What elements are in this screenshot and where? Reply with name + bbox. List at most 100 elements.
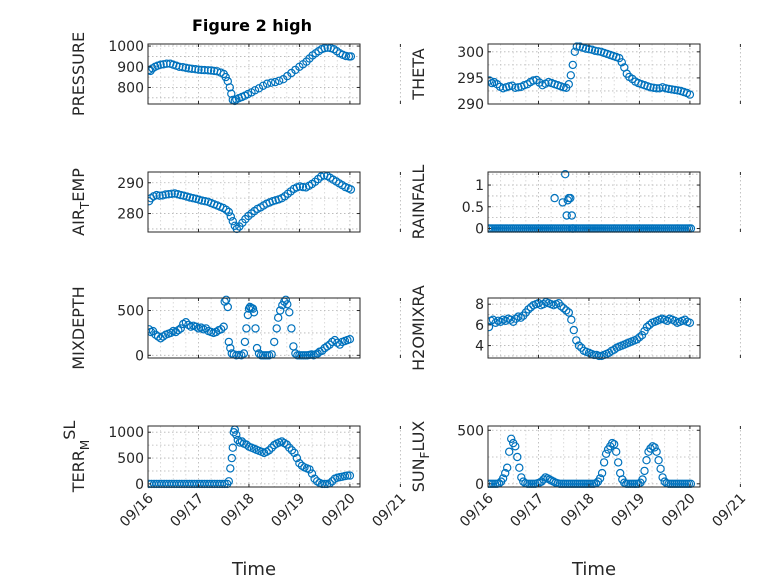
data-point (505, 447, 514, 456)
data-point (275, 76, 284, 86)
data-point (224, 477, 233, 486)
data-point (152, 190, 161, 200)
data-point (559, 304, 568, 313)
data-point (597, 468, 607, 478)
axes-frame (487, 43, 701, 105)
data-point (181, 318, 191, 327)
y-tick-label: 290 (457, 97, 484, 113)
data-point (601, 449, 611, 458)
data-point (341, 51, 351, 61)
data-point (227, 453, 236, 463)
data-point (178, 62, 187, 72)
data-point (305, 465, 314, 474)
data-point (513, 452, 522, 462)
data-point (248, 304, 258, 313)
y-tick-label: 4 (475, 339, 484, 355)
data-point (262, 79, 272, 88)
y-tick-label: 0.5 (462, 200, 484, 216)
panel-h2omixra: 4 6 8 H2OMIXRA (409, 285, 741, 371)
y-tick-label: 300 (457, 45, 484, 61)
data-point (564, 79, 574, 89)
data-point (515, 463, 524, 472)
data-point (287, 324, 296, 333)
data-point (258, 81, 268, 91)
data-point (654, 456, 663, 465)
data-point (203, 66, 213, 75)
grid (147, 172, 401, 232)
data-point (254, 84, 264, 93)
data-point (226, 212, 235, 221)
data-point (194, 65, 203, 74)
data-point (206, 66, 216, 75)
data-point (330, 335, 339, 345)
figure-title: Figure 2 high (192, 16, 312, 35)
data-point (516, 313, 526, 322)
data-point (343, 471, 352, 480)
data-point (164, 189, 173, 199)
data-point (226, 343, 235, 353)
data-point (249, 308, 259, 317)
data-point (155, 191, 164, 200)
x-tick-label: 09/19 (608, 491, 648, 531)
data-point (506, 315, 515, 324)
data-point (524, 305, 533, 314)
grid (147, 426, 401, 487)
data-point (264, 446, 274, 455)
y-tick-label: 290 (117, 176, 144, 192)
data-point (153, 332, 163, 341)
y-tick-label: 8 (475, 297, 484, 313)
y-axis-label: PRESSURE (69, 32, 88, 116)
panel-sun-flux: 0 500 09/16 09/17 09/18 09/19 09/20 09/21 Time SU… (409, 421, 749, 580)
data-point (196, 323, 206, 332)
data-point (496, 317, 505, 326)
data-point (325, 340, 334, 349)
panel-theta: 290 295 300 THETA (409, 42, 741, 113)
data-point (239, 349, 249, 358)
axes-frame (487, 297, 701, 359)
data-point (307, 469, 317, 478)
y-axis-label: AIRTEMP (69, 168, 92, 236)
data-point (285, 308, 294, 317)
data-point (642, 322, 652, 332)
data-point (593, 47, 603, 56)
data-series (148, 295, 355, 360)
x-tick-label: 09/16 (117, 490, 157, 530)
data-point (505, 82, 514, 91)
data-point (558, 198, 567, 207)
data-point (517, 473, 526, 482)
data-point (228, 443, 237, 452)
data-point (491, 318, 500, 327)
y-axis-label: RAINFALL (409, 165, 428, 240)
y-tick-label: 280 (117, 207, 144, 223)
data-point (216, 325, 226, 334)
data-point (595, 474, 605, 483)
data-point (685, 318, 695, 327)
data-point (191, 64, 200, 74)
x-tick-label: 09/18 (558, 491, 598, 531)
grid (147, 298, 401, 358)
data-point (590, 46, 600, 56)
data-point (567, 211, 577, 220)
axes-frame (487, 425, 701, 488)
data-point (291, 349, 300, 358)
data-point (225, 83, 234, 92)
y-tick-label: 0 (135, 348, 144, 364)
data-point (176, 324, 185, 333)
data-point (287, 446, 297, 455)
data-point (221, 205, 231, 214)
data-point (251, 324, 260, 333)
y-tick-label: 1000 (108, 39, 144, 55)
data-point (632, 335, 642, 344)
data-point (156, 60, 165, 69)
axes-background (148, 426, 360, 487)
axes-frame (147, 297, 361, 359)
data-point (240, 337, 250, 347)
data-point (646, 83, 655, 92)
data-point (345, 471, 355, 480)
y-axis-label: THETA (409, 48, 428, 100)
data-point (507, 434, 516, 443)
axes-background (488, 426, 700, 487)
data-point (250, 86, 260, 95)
x-axis-label: Time (571, 559, 616, 580)
